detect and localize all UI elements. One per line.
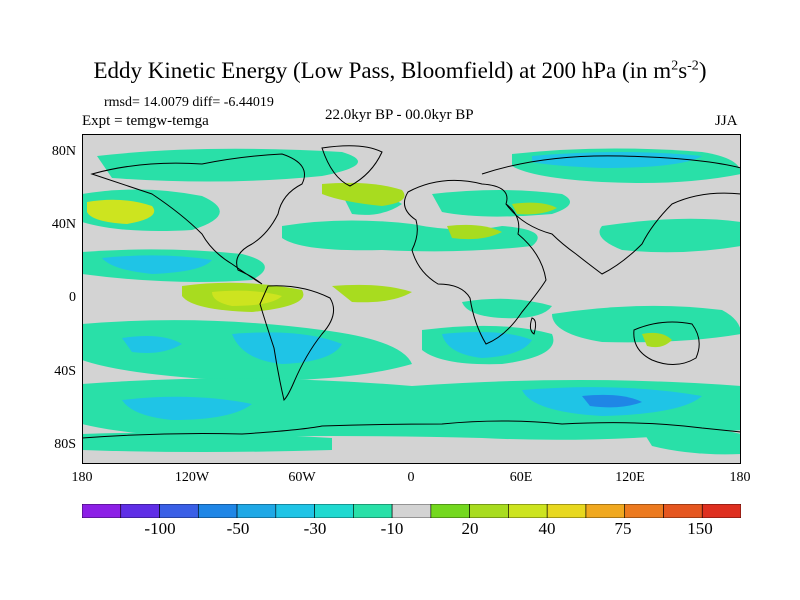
colorbar [82,504,741,518]
lon-label-180w: 180 [71,470,93,485]
lat-label-0: 0 [69,290,76,305]
colorbar-label-5: 20 [461,519,479,538]
lon-label-120w: 120W [174,470,210,485]
colorbar-label-8: 150 [687,519,713,538]
greenland-coast [321,145,383,187]
colorbar-swatch [701,504,741,518]
lat-label-80s: 80S [54,437,76,452]
stats-text: rmsd= 14.0079 diff= -6.44019 [104,95,274,110]
colorbar-swatch [82,504,122,518]
plot-title: Eddy Kinetic Energy (Low Pass, Bloomfiel… [93,58,707,83]
colorbar-swatch [120,504,160,518]
lat-label-40n: 40N [51,217,76,232]
colorbar-swatch [585,504,626,518]
colorbar-label-4: -10 [380,519,404,538]
lat-label-80n: 80N [51,144,76,159]
colorbar-swatch [663,504,703,518]
north-america-coast [90,153,305,285]
colorbar-swatch [159,504,199,518]
antarctica-coast [82,420,741,439]
lon-label-180e: 180 [729,470,751,485]
australia-coast [633,321,700,365]
lon-label-60e: 60E [509,470,533,485]
colorbar-label-6: 40 [538,519,556,538]
colorbar-swatch [353,504,393,518]
experiment-label: Expt = temgw-temga [82,113,209,129]
colorbar-swatch [430,504,470,518]
colorbar-label-1: -100 [144,519,176,538]
colorbar-swatch [236,504,277,518]
lon-label-0: 0 [407,470,415,485]
colorbar-swatch [546,504,587,518]
map-plot [82,134,741,464]
asia-coast [481,155,741,275]
colorbar-swatch [508,504,548,518]
colorbar-label-2: -50 [226,519,250,538]
lon-label-120e: 120E [615,470,645,485]
colorbar-label-7: 75 [614,519,632,538]
lat-label-40s: 40S [54,364,76,379]
colorbar-swatch [275,504,315,518]
season-label: JJA [715,113,738,129]
colorbar-swatch [624,504,664,518]
colorbar-swatch [469,504,509,518]
coastlines [82,145,741,439]
lon-label-60w: 60W [288,470,316,485]
anomaly-contours [82,148,741,455]
madagascar-coast [529,317,537,335]
europe-africa-coast [403,179,547,345]
period-label: 22.0kyr BP - 00.0kyr BP [325,107,474,123]
colorbar-swatch [391,504,432,518]
colorbar-label-3: -30 [303,519,327,538]
colorbar-swatch [197,504,238,518]
colorbar-swatch [314,504,354,518]
south-america-coast [259,285,335,401]
map-frame [82,134,741,464]
